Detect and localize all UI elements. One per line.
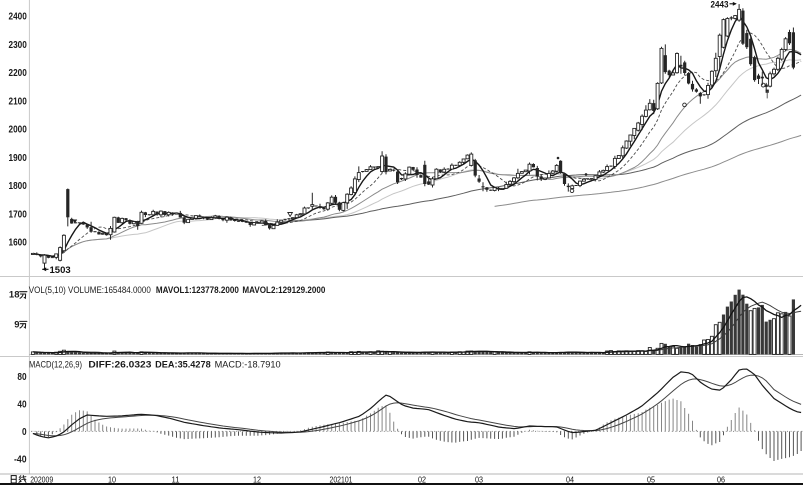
- svg-text:12: 12: [253, 474, 261, 484]
- svg-text:9: 9: [14, 319, 19, 330]
- svg-text:202101: 202101: [330, 474, 353, 484]
- svg-text:10: 10: [108, 474, 116, 484]
- svg-text:05: 05: [647, 474, 655, 484]
- svg-text:18: 18: [9, 290, 20, 301]
- svg-text:0: 0: [22, 427, 27, 438]
- svg-text:2200: 2200: [9, 68, 28, 79]
- svg-text:1700: 1700: [9, 209, 28, 220]
- svg-text:2400: 2400: [9, 12, 28, 23]
- svg-text:MAVOL2:129129.2000: MAVOL2:129129.2000: [242, 285, 325, 295]
- svg-text:02: 02: [418, 474, 426, 484]
- svg-text:03: 03: [475, 474, 483, 484]
- svg-text:11: 11: [172, 474, 180, 484]
- svg-text:DIFF:26.0323: DIFF:26.0323: [88, 359, 151, 369]
- svg-text:MACD(12,26,9): MACD(12,26,9): [29, 359, 82, 369]
- svg-text:04: 04: [566, 474, 574, 484]
- svg-text:MAVOL1:123778.2000: MAVOL1:123778.2000: [156, 285, 239, 295]
- svg-text:2443: 2443: [711, 0, 729, 11]
- svg-text:1503: 1503: [50, 265, 71, 276]
- svg-text:1900: 1900: [9, 153, 28, 164]
- svg-text:202009: 202009: [30, 474, 53, 484]
- svg-text:2300: 2300: [9, 40, 28, 51]
- svg-text:DEA:35.4278: DEA:35.4278: [155, 359, 211, 369]
- svg-text:2000: 2000: [9, 125, 28, 136]
- svg-text:80: 80: [17, 372, 27, 383]
- svg-text:1600: 1600: [9, 238, 28, 249]
- svg-text:1800: 1800: [9, 181, 28, 192]
- svg-text:40: 40: [17, 400, 27, 411]
- svg-text:2100: 2100: [9, 96, 28, 107]
- svg-text:-40: -40: [14, 454, 27, 465]
- svg-text:MACD:-18.7910: MACD:-18.7910: [215, 359, 281, 369]
- svg-text:06: 06: [717, 474, 725, 484]
- svg-text:VOL(5,10) VOLUME:165484.0000: VOL(5,10) VOLUME:165484.0000: [29, 285, 151, 295]
